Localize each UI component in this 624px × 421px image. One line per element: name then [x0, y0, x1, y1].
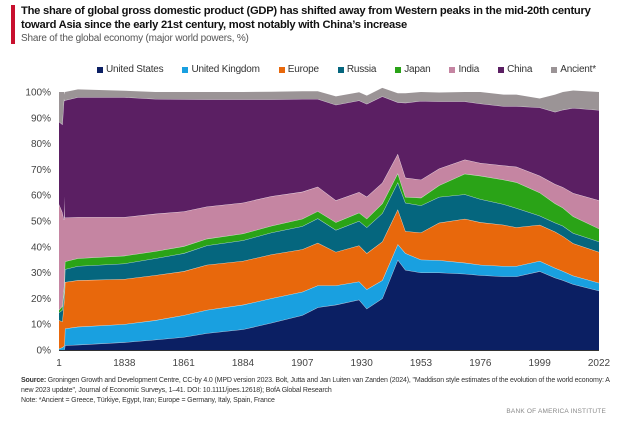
brand-label: BANK OF AMERICA INSTITUTE [506, 408, 606, 415]
legend-item: India [449, 64, 479, 75]
footnote: Note: *Ancient = Greece, Türkiye, Egypt,… [21, 397, 275, 404]
y-tick-label: 50% [31, 217, 51, 228]
x-tick-label: 1953 [410, 358, 433, 369]
y-tick-label: 0% [37, 346, 52, 357]
legend-item: United States [97, 64, 164, 75]
source-text: Groningen Growth and Development Centre,… [21, 377, 610, 394]
area-ancient [59, 87, 599, 125]
legend-swatch [551, 66, 558, 73]
x-tick-label: 1907 [291, 358, 314, 369]
y-tick-label: 60% [31, 191, 51, 202]
legend-item: China [498, 64, 532, 75]
legend-item: Japan [395, 64, 431, 75]
area-india [59, 153, 599, 310]
x-tick-label: 1838 [113, 358, 136, 369]
x-tick-label: 2022 [588, 358, 611, 369]
legend-item: United Kingdom [182, 64, 260, 75]
legend-label: China [507, 64, 533, 75]
area-united-states [59, 259, 599, 350]
y-tick-label: 20% [31, 294, 51, 305]
legend-label: Russia [346, 64, 377, 75]
area-europe [59, 209, 599, 349]
legend-swatch [498, 66, 505, 73]
legend-swatch [97, 66, 103, 73]
legend-label: United States [106, 64, 164, 75]
series-areas [58, 87, 600, 351]
legend-swatch [395, 66, 402, 73]
y-tick-label: 40% [31, 242, 51, 253]
x-tick-label: 1 [56, 358, 62, 369]
x-tick-label: 1884 [232, 358, 255, 369]
stacked-area-chart: 0%10%20%30%40%50%60%70%80%90%100% 1 1838 1… [25, 87, 611, 370]
legend-label: United Kingdom [191, 64, 260, 75]
legend-label: Japan [404, 64, 431, 75]
legend-item: Russia [337, 64, 377, 75]
legend-item: Europe [278, 64, 319, 75]
y-tick-label: 10% [31, 320, 51, 331]
area-united-kingdom [59, 244, 599, 350]
legend: United States United Kingdom Europe Russia J… [0, 64, 624, 75]
x-tick-label: 1999 [529, 358, 552, 369]
area-russia [59, 182, 599, 322]
y-tick-label: 70% [31, 165, 51, 176]
legend-label: India [458, 64, 480, 75]
chart-subtitle: Share of the global economy (major world… [21, 33, 249, 44]
source-label: Source: [21, 377, 47, 384]
x-tick-label: 1930 [351, 358, 374, 369]
legend-swatch [278, 66, 285, 73]
y-tick-label: 100% [25, 88, 51, 99]
x-axis: 1 1838 1861 1884 1907 1930 1953 1976 1999 2022 [56, 350, 611, 369]
legend-label: Ancient* [560, 64, 596, 75]
x-tick-label: 1976 [469, 358, 492, 369]
source-note: Source: Groningen Growth and Development… [21, 376, 611, 406]
x-tick-label: 1861 [173, 358, 196, 369]
title-accent-bar [11, 5, 15, 44]
legend-swatch [337, 66, 344, 73]
legend-label: Europe [287, 64, 319, 75]
y-tick-label: 90% [31, 113, 51, 124]
chart-title: The share of global gross domestic produ… [21, 5, 591, 31]
legend-item: Ancient* [551, 64, 596, 75]
y-axis: 0% 10% 20% 30% 40% 50% 60% 70% 80% 90% 100% [25, 88, 51, 357]
area-china [59, 96, 599, 220]
y-tick-label: 80% [31, 139, 51, 150]
y-tick-label: 30% [31, 268, 51, 279]
legend-swatch [182, 66, 189, 73]
legend-swatch [449, 66, 456, 73]
